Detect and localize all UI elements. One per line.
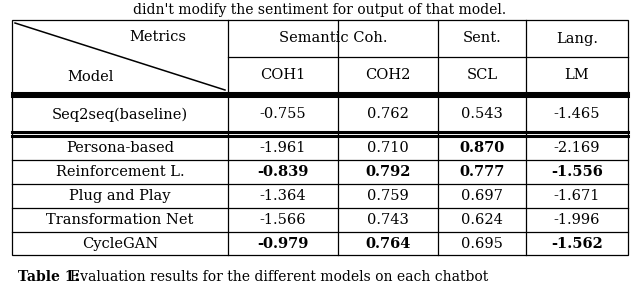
Text: 0.624: 0.624 <box>461 213 503 227</box>
Text: 0.764: 0.764 <box>365 237 411 251</box>
Text: didn't modify the sentiment for output of that model.: didn't modify the sentiment for output o… <box>133 3 507 17</box>
Text: Lang.: Lang. <box>556 31 598 45</box>
Text: 0.759: 0.759 <box>367 189 409 203</box>
Text: 0.762: 0.762 <box>367 107 409 122</box>
Text: -0.839: -0.839 <box>257 165 308 179</box>
Text: Metrics: Metrics <box>129 30 186 44</box>
Text: Reinforcement L.: Reinforcement L. <box>56 165 184 179</box>
Text: 0.697: 0.697 <box>461 189 503 203</box>
Text: CycleGAN: CycleGAN <box>82 237 158 251</box>
Text: 0.695: 0.695 <box>461 237 503 251</box>
Text: 0.743: 0.743 <box>367 213 409 227</box>
Text: Transformation Net: Transformation Net <box>46 213 194 227</box>
Text: LM: LM <box>564 68 589 82</box>
Text: -1.562: -1.562 <box>551 237 603 251</box>
Text: 0.543: 0.543 <box>461 107 503 122</box>
Text: Seq2seq(baseline): Seq2seq(baseline) <box>52 107 188 122</box>
Text: Persona-based: Persona-based <box>66 141 174 155</box>
Text: SCL: SCL <box>467 68 497 82</box>
Text: Model: Model <box>67 70 113 84</box>
Text: Plug and Play: Plug and Play <box>69 189 171 203</box>
Text: Sent.: Sent. <box>463 31 501 45</box>
Text: -2.169: -2.169 <box>554 141 600 155</box>
Text: Evaluation results for the different models on each chatbot: Evaluation results for the different mod… <box>70 270 488 284</box>
Text: -0.755: -0.755 <box>260 107 307 122</box>
Text: -1.364: -1.364 <box>260 189 307 203</box>
Text: -0.979: -0.979 <box>257 237 308 251</box>
Text: Semantic Coh.: Semantic Coh. <box>279 31 387 45</box>
Text: -1.961: -1.961 <box>260 141 306 155</box>
Text: 0.710: 0.710 <box>367 141 409 155</box>
Text: -1.556: -1.556 <box>551 165 603 179</box>
Bar <box>12 20 628 255</box>
Text: Table 1:: Table 1: <box>18 270 79 284</box>
Text: 0.870: 0.870 <box>460 141 504 155</box>
Text: 0.792: 0.792 <box>365 165 411 179</box>
Text: -1.465: -1.465 <box>554 107 600 122</box>
Text: -1.671: -1.671 <box>554 189 600 203</box>
Text: COH1: COH1 <box>260 68 306 82</box>
Text: -1.996: -1.996 <box>554 213 600 227</box>
Text: 0.777: 0.777 <box>460 165 505 179</box>
Text: -1.566: -1.566 <box>260 213 307 227</box>
Text: COH2: COH2 <box>365 68 411 82</box>
